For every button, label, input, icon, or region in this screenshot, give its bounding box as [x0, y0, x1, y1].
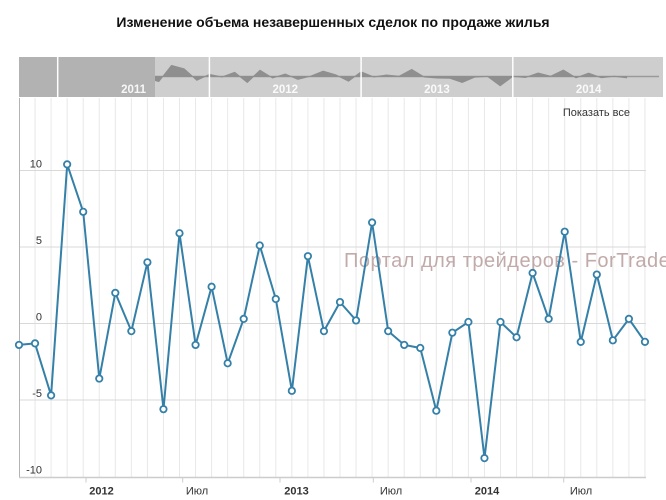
data-point-marker[interactable]: [576, 337, 585, 346]
data-point-marker[interactable]: [287, 386, 296, 395]
x-axis-label: 2014: [475, 486, 500, 498]
navigator-mask[interactable]: [19, 57, 155, 97]
x-axis-label: 2012: [89, 486, 113, 498]
data-point-marker[interactable]: [512, 333, 521, 342]
data-point-marker[interactable]: [207, 282, 216, 291]
data-point-marker[interactable]: [480, 454, 489, 463]
data-point-marker[interactable]: [79, 207, 88, 216]
data-point-marker[interactable]: [384, 327, 393, 336]
data-point-marker[interactable]: [63, 160, 72, 169]
navigator-year-label: 2012: [272, 84, 298, 96]
data-point-marker[interactable]: [335, 297, 345, 307]
data-point-marker[interactable]: [319, 327, 329, 336]
watermark-text: Портал для трейдеров - ForTrader.ru: [344, 250, 666, 272]
data-point-marker[interactable]: [111, 288, 120, 297]
data-point-marker[interactable]: [592, 270, 601, 279]
navigator[interactable]: 2011 2012 2013 2014: [19, 57, 663, 97]
data-point-marker[interactable]: [367, 218, 377, 227]
data-point-marker[interactable]: [303, 252, 312, 261]
data-point-marker[interactable]: [223, 359, 232, 368]
data-point-marker[interactable]: [239, 314, 248, 324]
data-point-marker[interactable]: [560, 227, 569, 236]
gridlines: [19, 98, 646, 478]
x-axis-label: 2013: [284, 486, 308, 498]
x-axis-label: Июл: [570, 486, 592, 498]
y-axis-label: -10: [26, 465, 42, 477]
data-point-marker[interactable]: [608, 336, 617, 345]
y-axis-label: -5: [32, 388, 42, 400]
data-point-marker[interactable]: [271, 294, 280, 304]
data-point-marker[interactable]: [544, 314, 553, 324]
chart-title: Изменение объема незавершенных сделок по…: [116, 14, 550, 30]
y-axis-label: 5: [36, 235, 42, 247]
data-point-marker[interactable]: [30, 339, 40, 348]
x-axis-label: Июл: [186, 486, 208, 498]
data-point-marker[interactable]: [416, 343, 425, 353]
series-line[interactable]: [18, 163, 646, 460]
data-point-marker[interactable]: [159, 405, 168, 414]
data-point-marker[interactable]: [528, 268, 537, 278]
data-point-marker[interactable]: [496, 317, 505, 327]
data-point-marker[interactable]: [175, 229, 184, 238]
data-point-marker[interactable]: [191, 340, 200, 350]
data-point-marker[interactable]: [127, 327, 136, 336]
data-point-marker[interactable]: [95, 374, 104, 383]
data-point-marker[interactable]: [400, 340, 409, 350]
show-all-link[interactable]: Показать все: [562, 107, 630, 119]
data-point-marker[interactable]: [624, 314, 634, 324]
y-axis-label: 0: [36, 312, 42, 324]
y-axis-label: 10: [30, 159, 42, 171]
data-point-marker[interactable]: [351, 316, 361, 325]
data-point-marker[interactable]: [640, 337, 650, 346]
data-point-marker[interactable]: [46, 391, 56, 400]
data-point-marker[interactable]: [464, 317, 473, 327]
data-point-marker[interactable]: [432, 406, 441, 415]
data-point-marker[interactable]: [255, 241, 264, 250]
data-point-marker[interactable]: [143, 258, 152, 267]
data-point-marker[interactable]: [448, 328, 457, 337]
series-markers: [14, 160, 650, 463]
navigator-year-label: 2013: [424, 84, 450, 96]
navigator-year-label: 2014: [576, 84, 602, 96]
navigator-year-label: 2011: [121, 84, 147, 96]
data-point-marker[interactable]: [14, 340, 24, 350]
x-axis-label: Июл: [380, 486, 402, 498]
